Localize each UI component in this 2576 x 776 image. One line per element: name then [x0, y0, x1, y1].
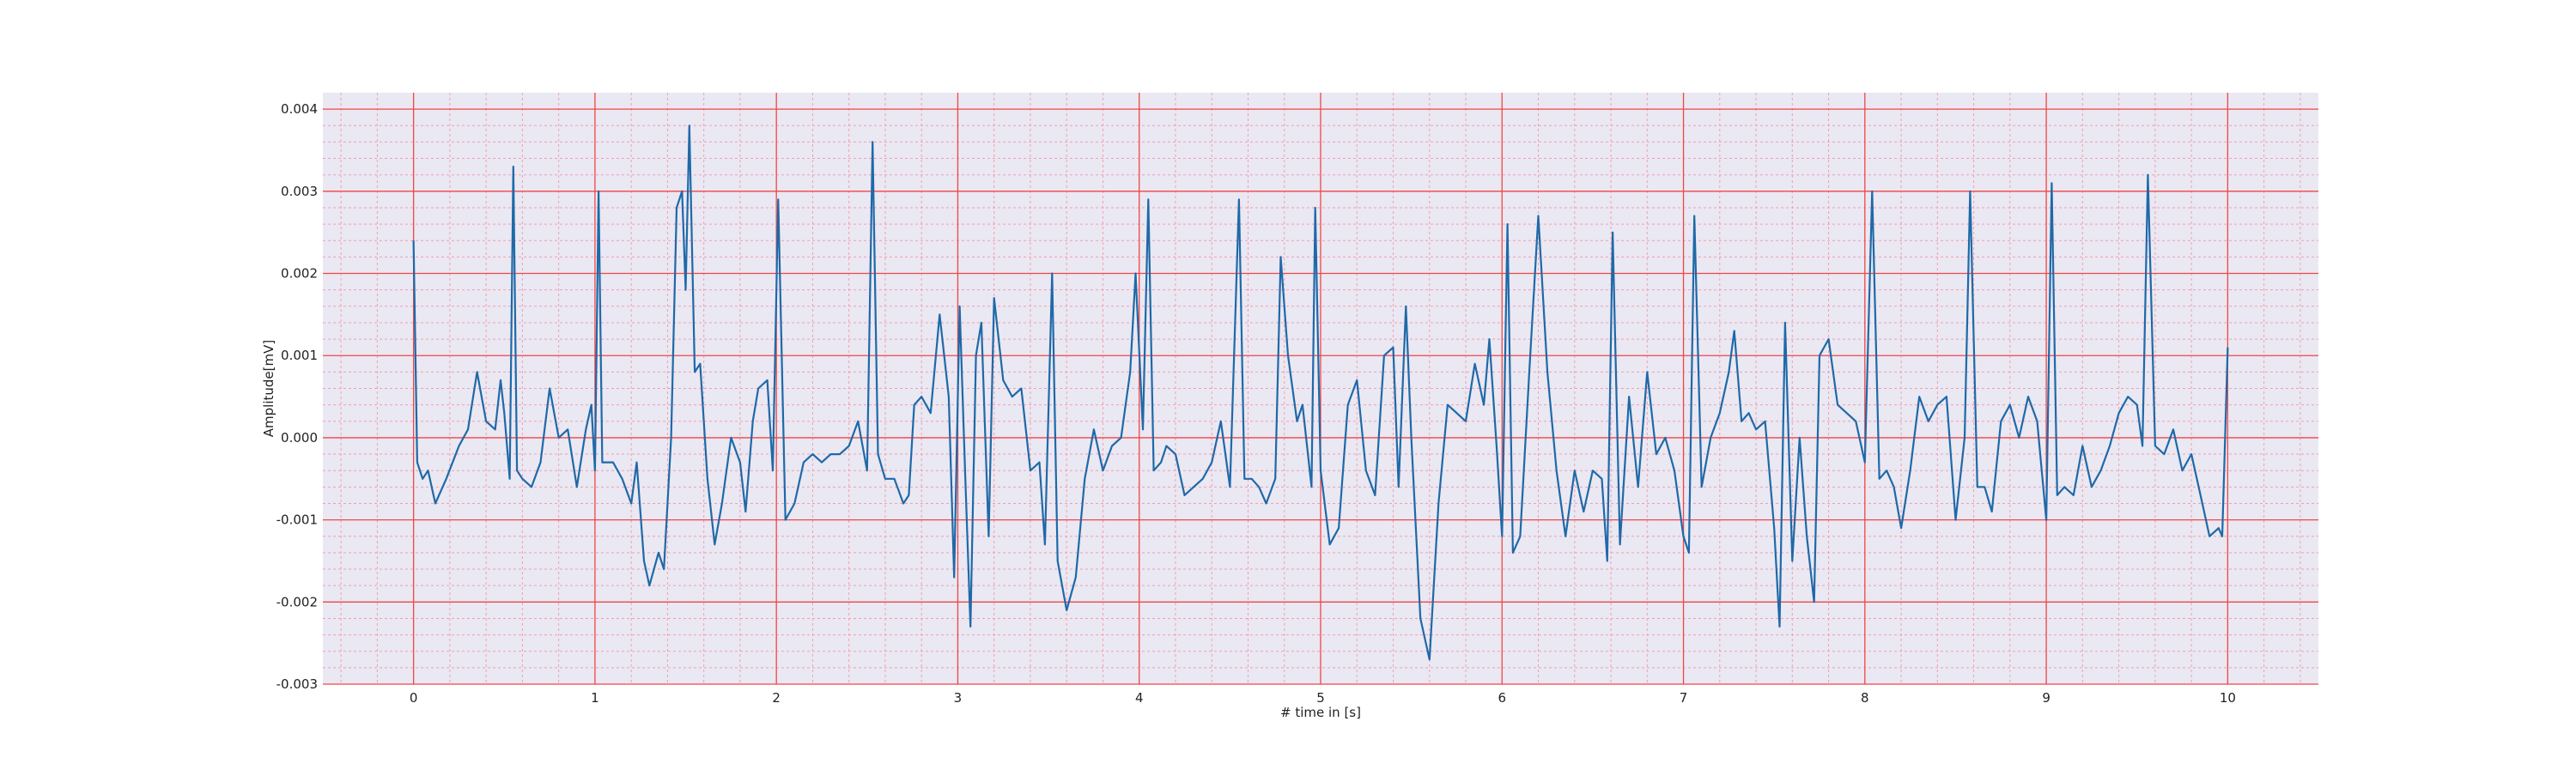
ecg-series-line — [412, 124, 2229, 661]
y-axis-label: Amplitude[mV] — [261, 340, 276, 437]
y-tick-label: 0.001 — [281, 348, 318, 363]
y-tick-label: -0.002 — [276, 594, 318, 609]
y-tick-label: 0.002 — [281, 266, 318, 282]
x-tick-label: 4 — [1135, 690, 1144, 706]
x-tick-label: 7 — [1680, 690, 1688, 706]
x-axis-ticks: 0 1 2 3 4 5 6 7 8 9 10 — [410, 690, 2236, 706]
x-tick-label: 3 — [954, 690, 963, 706]
y-tick-label: 0.000 — [281, 430, 318, 446]
x-tick-label: 9 — [2042, 690, 2050, 706]
x-axis-label: # time in [s] — [1280, 705, 1361, 720]
x-tick-label: 6 — [1498, 690, 1506, 706]
x-tick-label: 1 — [591, 690, 599, 706]
x-tick-label: 2 — [772, 690, 781, 706]
x-tick-label: 5 — [1316, 690, 1325, 706]
x-tick-label: 8 — [1861, 690, 1869, 706]
y-tick-label: -0.001 — [276, 512, 318, 528]
y-axis-ticks: -0.003 -0.002 -0.001 0.000 0.001 0.002 0.003 0.… — [276, 101, 318, 692]
x-tick-label: 10 — [2220, 690, 2236, 706]
y-tick-label: 0.004 — [281, 101, 318, 117]
y-tick-label: -0.003 — [276, 676, 318, 692]
y-tick-label: 0.003 — [281, 184, 318, 199]
x-tick-label: 0 — [410, 690, 418, 706]
series-layer — [412, 124, 2229, 661]
